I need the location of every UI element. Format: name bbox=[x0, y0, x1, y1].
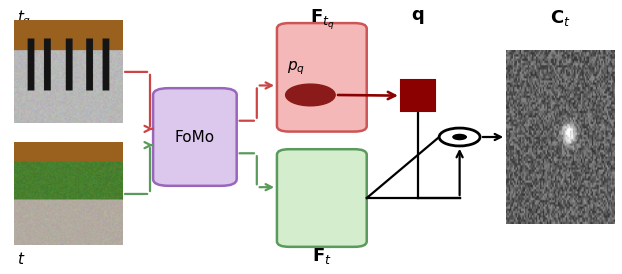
Circle shape bbox=[439, 128, 480, 146]
FancyBboxPatch shape bbox=[277, 149, 367, 247]
Text: $\mathbf{F}_{t_q}$: $\mathbf{F}_{t_q}$ bbox=[310, 8, 335, 32]
FancyBboxPatch shape bbox=[277, 23, 367, 132]
Text: $\mathbf{F}_t$: $\mathbf{F}_t$ bbox=[312, 246, 332, 266]
Text: $p_q$: $p_q$ bbox=[287, 59, 305, 77]
Circle shape bbox=[452, 134, 467, 140]
Text: $t_q$: $t_q$ bbox=[17, 8, 31, 29]
Text: $\mathbf{C}_t$: $\mathbf{C}_t$ bbox=[550, 8, 571, 28]
FancyBboxPatch shape bbox=[153, 88, 237, 186]
Text: FoMo: FoMo bbox=[175, 130, 215, 144]
Circle shape bbox=[285, 84, 335, 106]
Text: $\mathbf{q}$: $\mathbf{q}$ bbox=[411, 8, 424, 26]
Bar bbox=[401, 80, 435, 111]
Text: $t$: $t$ bbox=[17, 251, 26, 267]
